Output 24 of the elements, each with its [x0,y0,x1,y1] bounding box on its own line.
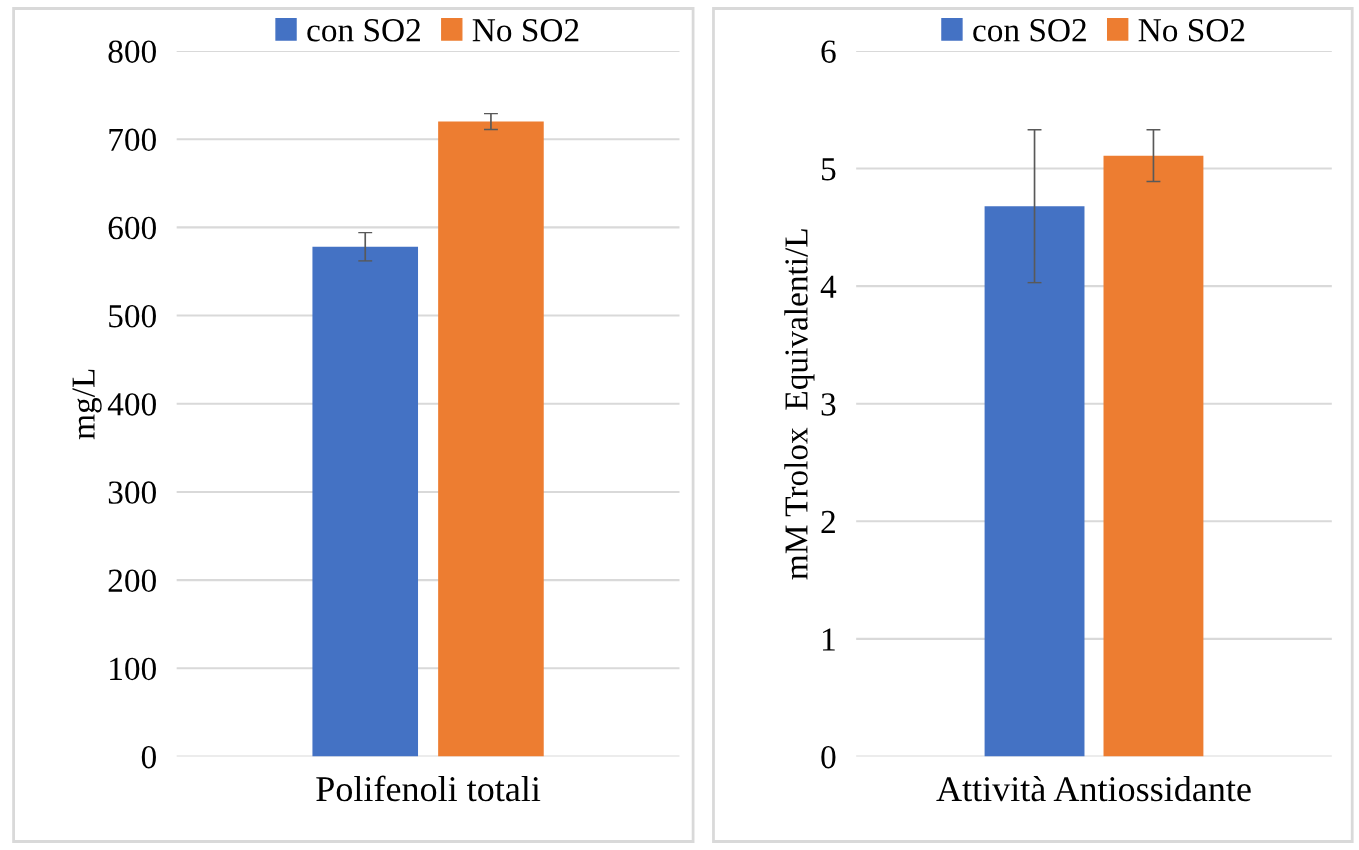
y-tick-label: 6 [821,40,836,63]
y-axis-title: mg/L [72,369,102,440]
y-tick-label: 500 [109,304,156,328]
y-tick-label: 5 [822,158,836,181]
x-tick-label: Attività Antiossidante [936,775,1251,802]
x-tick-label: Polifenoli totali [316,775,541,802]
y-tick-label: 300 [108,481,156,504]
y-tick-label: 2 [821,510,835,533]
y-tick-label: 100 [110,657,156,681]
legend-label: No SO2 [1138,19,1245,42]
y-axis-title: mM Trolox Equivalenti/L [784,229,815,580]
y-tick-label: 0 [141,745,156,769]
y-tick-label: 3 [821,393,836,416]
legend-label: con SO2 [973,19,1086,42]
y-tick-label: 1 [822,628,835,651]
y-tick-label: 4 [820,275,837,298]
y-tick-label: 600 [108,216,156,240]
y-tick-label: 700 [109,128,156,152]
y-tick-label: 0 [821,745,836,769]
legend-label: No SO2 [472,19,579,42]
legend-label: con SO2 [307,19,420,42]
y-tick-label: 800 [108,40,156,63]
y-tick-label: 200 [108,569,156,593]
y-tick-label: 400 [107,393,156,416]
